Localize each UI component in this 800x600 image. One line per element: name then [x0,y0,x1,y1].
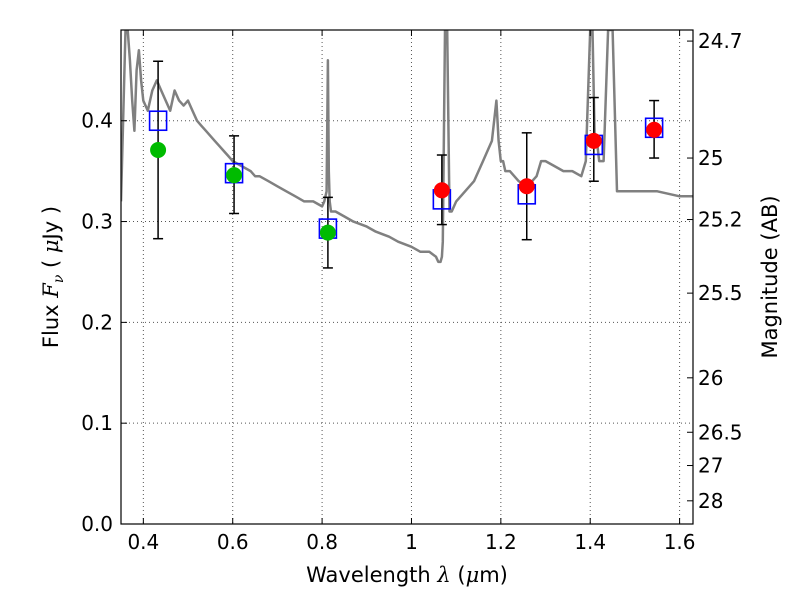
x-tick-label-2: 0.8 [306,530,338,554]
x-tick-label-6: 1.6 [664,530,696,554]
x-tick-label-1: 0.6 [217,530,249,554]
point-red-3 [646,121,663,138]
y-tick-label-2: 0.2 [81,310,113,334]
point-green-1 [226,167,243,184]
right-tick-label-5: 26.5 [698,420,743,444]
model-square-0 [148,110,168,132]
right-tick-label-0: 24.7 [698,29,743,53]
x-tick-label-3: 1 [405,530,418,554]
right-tick-label-4: 26 [698,366,723,390]
y-tick-label-3: 0.3 [81,210,113,234]
error-bars [153,60,660,269]
x-tick-label-4: 1.2 [485,530,517,554]
grid-lines [121,30,693,524]
observed-points [150,121,663,241]
y-tick-label-0: 0.0 [81,512,113,536]
spectrum-layer [121,30,693,264]
x-tick-label-5: 1.4 [574,530,606,554]
point-green-0 [150,141,167,158]
point-red-2 [585,132,602,149]
right-tick-label-2: 25.2 [698,208,743,232]
right-tick-label-6: 27 [698,454,723,478]
x-axis-title: Wavelength λ (μm) [306,563,508,587]
x-axis-ticks: 0.4 0.6 0.8 1 1.2 1.4 1.6 [127,30,696,554]
spectrum-line [121,30,693,264]
plot-frame [120,29,694,525]
y-tick-label-4: 0.4 [81,109,113,133]
y-axis-ticks: 0.0 0.1 0.2 0.3 0.4 [81,109,127,536]
right-axis-ticks: 24.7 25 25.2 25.5 26 26.5 27 28 [687,29,743,513]
right-tick-label-7: 28 [698,489,723,513]
right-tick-label-3: 25.5 [698,281,743,305]
point-green-2 [319,224,336,241]
y-tick-label-1: 0.1 [81,411,113,435]
point-red-0 [433,182,450,199]
y-axis-title: Flux Fν ( μJy ) [39,206,67,348]
right-axis-title: Magnitude (AB) [758,195,782,358]
point-red-1 [518,178,535,195]
right-tick-label-1: 25 [698,146,723,170]
x-tick-label-0: 0.4 [127,530,159,554]
